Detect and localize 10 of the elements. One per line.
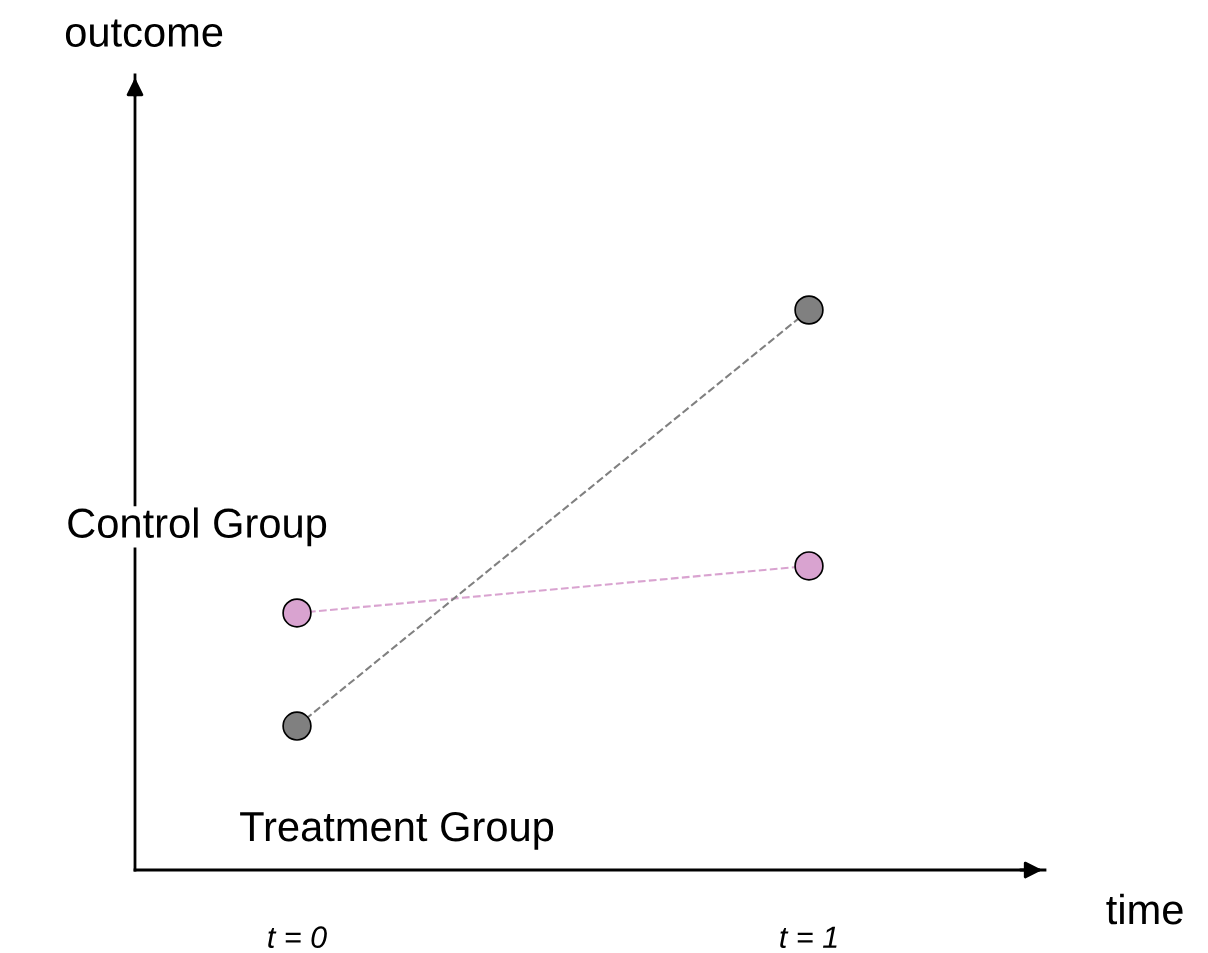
point	[282, 598, 312, 628]
series-label: Control Group	[68, 507, 327, 547]
x-tick-label: t = 0	[268, 926, 327, 948]
text: outcome	[65, 19, 223, 47]
point	[282, 711, 312, 741]
x-axis-title: time	[1106, 893, 1183, 925]
text: Treatment Group	[240, 811, 554, 850]
x-tick-label: t = 1	[780, 926, 837, 948]
point	[794, 551, 824, 581]
point	[794, 295, 824, 325]
